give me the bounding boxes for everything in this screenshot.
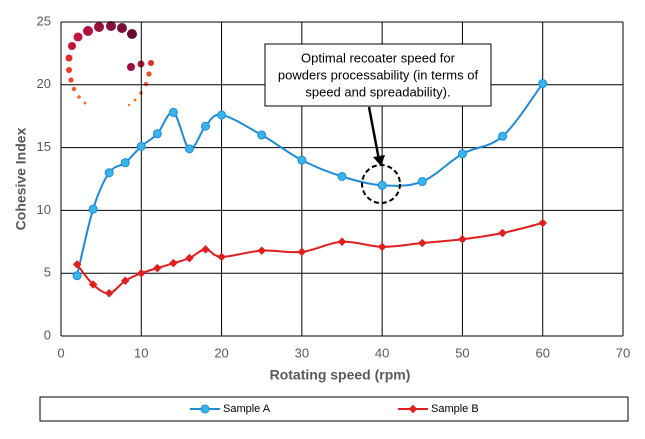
legend bbox=[39, 396, 629, 422]
x-tick-label: 20 bbox=[214, 345, 228, 360]
annotation-circle bbox=[361, 164, 401, 204]
y-tick-label: 5 bbox=[44, 265, 51, 280]
data-point bbox=[104, 168, 114, 178]
data-point bbox=[217, 110, 227, 120]
plot bbox=[72, 79, 548, 298]
data-point bbox=[201, 245, 210, 254]
data-point bbox=[257, 246, 266, 255]
data-point bbox=[136, 141, 146, 151]
data-point bbox=[297, 247, 307, 257]
data-point bbox=[538, 79, 548, 89]
data-point bbox=[168, 107, 178, 117]
data-point bbox=[120, 158, 130, 168]
data-point bbox=[152, 129, 162, 139]
annotation-line: Optimal recoater speed for bbox=[301, 50, 456, 65]
x-tick-label: 40 bbox=[375, 345, 389, 360]
x-tick-label: 50 bbox=[455, 345, 469, 360]
y-axis-title: Cohesive Index bbox=[13, 127, 29, 230]
logo bbox=[65, 21, 154, 107]
data-point bbox=[120, 276, 130, 285]
data-point bbox=[88, 204, 98, 214]
annotation-box bbox=[264, 43, 492, 107]
data-point bbox=[88, 280, 98, 289]
data-point bbox=[257, 130, 267, 140]
legend-marker bbox=[408, 404, 418, 414]
data-point bbox=[498, 131, 508, 141]
annotation-arrowhead bbox=[373, 155, 385, 166]
legend-items: Sample A Sample B bbox=[190, 403, 479, 415]
x-tick-label: 70 bbox=[616, 345, 630, 360]
x-tick-label: 60 bbox=[535, 345, 549, 360]
data-point bbox=[418, 238, 427, 248]
y-tick-label: 15 bbox=[37, 139, 51, 154]
data-point bbox=[377, 242, 387, 252]
data-point bbox=[297, 155, 307, 165]
data-point bbox=[337, 171, 347, 181]
x-tick-label: 30 bbox=[295, 345, 309, 360]
data-point bbox=[417, 177, 427, 187]
data-point bbox=[458, 235, 467, 244]
x-tick-label: 0 bbox=[57, 345, 64, 360]
legend-marker bbox=[200, 404, 210, 414]
data-point bbox=[137, 268, 146, 278]
data-point bbox=[377, 180, 387, 190]
x-axis-title: Rotating speed (rpm) bbox=[270, 367, 411, 383]
data-point bbox=[185, 253, 194, 263]
x-tick-label: 10 bbox=[134, 345, 148, 360]
data-point bbox=[457, 149, 467, 159]
annotation-arrow bbox=[367, 106, 381, 161]
series-line bbox=[76, 82, 544, 276]
annotation-line: speed and spreadability). bbox=[305, 84, 450, 99]
y-tick-label: 25 bbox=[37, 13, 51, 28]
data-point bbox=[217, 252, 226, 262]
y-tick-label: 0 bbox=[44, 327, 51, 342]
data-point bbox=[498, 228, 507, 238]
data-point bbox=[184, 144, 194, 154]
data-point bbox=[153, 263, 162, 273]
legend-label: Sample A bbox=[223, 403, 271, 415]
data-point bbox=[169, 258, 178, 268]
data-point bbox=[337, 237, 347, 247]
annotation-line: powders processability (in terms of bbox=[278, 67, 479, 82]
y-tick-label: 10 bbox=[37, 202, 51, 217]
series-line bbox=[76, 221, 543, 295]
data-point bbox=[72, 271, 82, 281]
legend-label: Sample B bbox=[431, 403, 479, 415]
data-point bbox=[104, 289, 114, 298]
data-point bbox=[72, 260, 82, 269]
y-tick-label: 20 bbox=[37, 76, 51, 91]
data-point bbox=[201, 121, 211, 131]
data-point bbox=[538, 218, 547, 228]
